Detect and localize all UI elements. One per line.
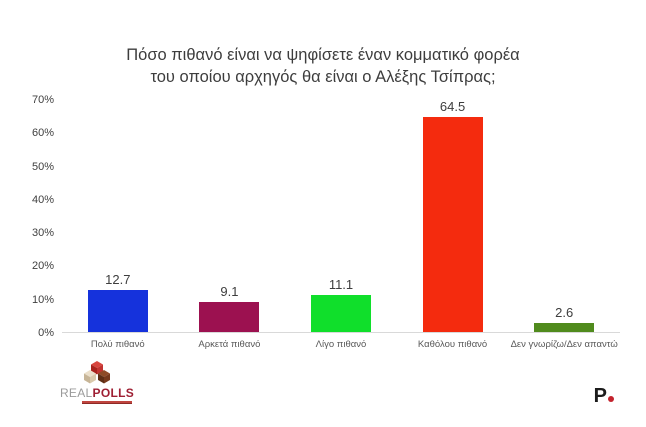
- y-tick-label: 10%: [31, 293, 54, 306]
- bar-slot-1: 12.7: [62, 100, 174, 332]
- realpolls-wordmark-real: REAL: [59, 386, 93, 400]
- bar-value-label: 11.1: [328, 277, 354, 293]
- bar-slot-2: 9.1: [174, 100, 286, 332]
- bar-value-label: 9.1: [220, 283, 239, 299]
- publisher-letter: P: [593, 385, 607, 407]
- publisher-dot-icon: [608, 396, 614, 402]
- y-tick-label: 40%: [31, 193, 54, 206]
- bar-5: 2.6: [534, 305, 595, 332]
- realpolls-tagline: [82, 401, 132, 404]
- bar-4: 64.5: [422, 99, 483, 332]
- x-category-label-3: Λίγο πιθανό: [315, 339, 367, 350]
- y-tick-label: 70%: [31, 94, 54, 106]
- bar-value-label: 64.5: [439, 99, 466, 115]
- y-tick-label: 60%: [31, 127, 54, 140]
- plot-area: 12.7 9.1 11.1 64.5 2.6: [62, 99, 620, 333]
- bar-value-label: 12.7: [105, 271, 131, 287]
- x-category-label-1: Πολύ πιθανό: [90, 339, 145, 350]
- y-tick-label: 30%: [31, 227, 54, 240]
- realpolls-wordmark-polls: POLLS: [92, 386, 135, 400]
- x-category-label-4: Καθόλου πιθανό: [417, 339, 488, 350]
- x-category-label-5: Δεν γνωρίζω/Δεν απαντώ: [510, 339, 618, 350]
- chart-title-line-1: Πόσο πιθανό είναι να ψηφίσετε έναν κομμα…: [126, 46, 520, 64]
- publisher-logo: P: [594, 386, 614, 406]
- y-tick-label: 0%: [38, 327, 54, 339]
- chart-title: Πόσο πιθανό είναι να ψηφίσετε έναν κομμα…: [0, 44, 646, 88]
- bar-slot-4: 64.5: [397, 99, 509, 332]
- y-tick-label: 20%: [31, 260, 54, 273]
- realpolls-cubes-icon: [84, 361, 110, 384]
- bar-value-label: 2.6: [555, 305, 574, 321]
- y-tick-label: 50%: [31, 160, 54, 173]
- bar-slot-5: 2.6: [508, 100, 620, 332]
- bar-slot-3: 11.1: [285, 100, 397, 332]
- y-axis: 70% 60% 50% 40% 30% 20% 10% 0%: [0, 94, 60, 339]
- bar-3: 11.1: [310, 277, 371, 332]
- x-category-label-2: Αρκετά πιθανό: [198, 339, 261, 350]
- bar-2: 9.1: [199, 284, 260, 332]
- realpolls-wordmark: REALPOLLS: [54, 387, 140, 399]
- bar-1: 12.7: [87, 272, 148, 332]
- x-axis: Πολύ πιθανό Αρκετά πιθανό Λίγο πιθανό Καθόλ…: [62, 339, 620, 350]
- chart-title-line-2: του οποίου αρχηγός θα είναι ο Αλέξης Τσί…: [150, 68, 496, 86]
- realpolls-logo: REALPOLLS: [54, 361, 140, 404]
